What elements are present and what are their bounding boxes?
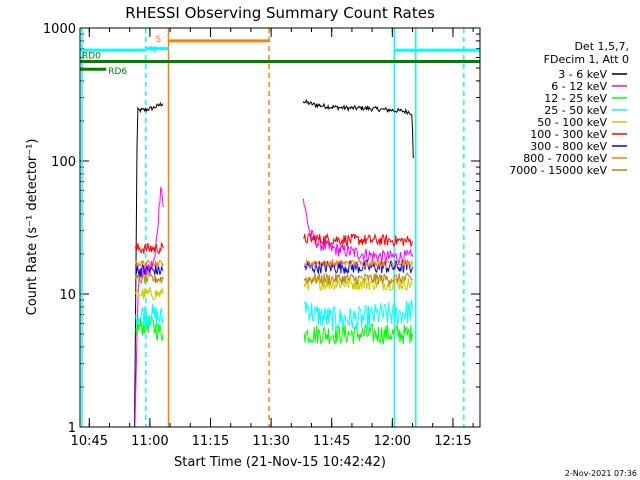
footer-date: 2-Nov-2021 07:36 [565, 469, 637, 478]
chart-title: RHESSI Observing Summary Count Rates [125, 4, 435, 22]
x-tick-label: 12:15 [434, 434, 471, 449]
y-tick-label: 1000 [43, 22, 76, 37]
legend-entry: 12 - 25 keV [544, 92, 607, 105]
series-line [135, 259, 164, 269]
series-line [302, 198, 414, 266]
x-axis-label: Start Time (21-Nov-15 10:42:42) [174, 455, 386, 470]
series-line [135, 271, 164, 284]
series-line [134, 101, 164, 428]
series-line [302, 98, 414, 159]
x-tick-label: 11:15 [192, 434, 229, 449]
y-axis-label: Count Rate (s⁻¹ detector⁻¹) [25, 139, 40, 316]
legend-entry: 3 - 6 keV [558, 68, 607, 81]
series-line [135, 286, 164, 301]
x-tick-label: 11:00 [131, 434, 168, 449]
series-line [303, 258, 413, 269]
series-line [303, 232, 413, 248]
plot-area [80, 27, 480, 428]
y-tick-label: 10 [59, 288, 76, 303]
flag-label: S [155, 35, 161, 45]
legend-entry: 50 - 100 keV [537, 116, 607, 129]
legend-entry: 300 - 800 keV [530, 140, 607, 153]
series-line [134, 241, 164, 256]
y-tick-label: 1 [68, 421, 76, 436]
plot-frame [79, 27, 481, 428]
y-tick-label: 100 [51, 155, 76, 170]
legend-entry: 100 - 300 keV [530, 128, 607, 141]
flag-label: RD6 [108, 67, 127, 77]
series-line [303, 259, 413, 275]
series-line [135, 263, 164, 278]
series-line [303, 272, 413, 287]
x-tick-label: 11:45 [313, 434, 350, 449]
x-tick-label: 11:30 [252, 434, 289, 449]
legend-header: FDecim 1, Att 0 [544, 53, 629, 66]
legend-entry: 7000 - 15000 keV [509, 164, 607, 177]
series-line [303, 299, 413, 332]
flag-label: RD0 [82, 51, 101, 61]
flag-label: N [150, 46, 157, 56]
legend-header: Det 1,5,7, [574, 40, 629, 53]
legend-entry: 6 - 12 keV [551, 80, 607, 93]
x-tick-label: 12:00 [374, 434, 411, 449]
series-line [303, 323, 413, 346]
legend-entry: 25 - 50 keV [544, 104, 607, 117]
x-tick-label: 10:45 [71, 434, 108, 449]
legend-entry: 800 - 7000 keV [523, 152, 607, 165]
series-line [135, 303, 164, 328]
